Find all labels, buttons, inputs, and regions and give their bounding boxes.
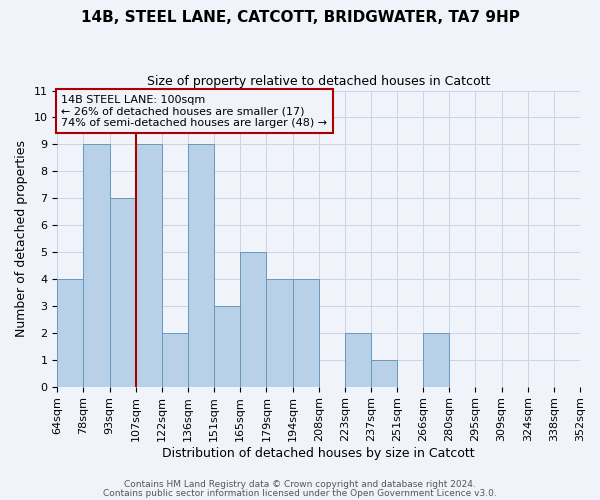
Bar — [188, 144, 214, 386]
Bar — [423, 333, 449, 386]
X-axis label: Distribution of detached houses by size in Catcott: Distribution of detached houses by size … — [163, 447, 475, 460]
Text: 14B, STEEL LANE, CATCOTT, BRIDGWATER, TA7 9HP: 14B, STEEL LANE, CATCOTT, BRIDGWATER, TA… — [80, 10, 520, 25]
Bar — [240, 252, 266, 386]
Bar — [214, 306, 240, 386]
Text: Contains HM Land Registry data © Crown copyright and database right 2024.: Contains HM Land Registry data © Crown c… — [124, 480, 476, 489]
Y-axis label: Number of detached properties: Number of detached properties — [15, 140, 28, 337]
Bar — [162, 333, 188, 386]
Bar — [57, 279, 83, 386]
Bar — [345, 333, 371, 386]
Bar — [371, 360, 397, 386]
Bar — [266, 279, 293, 386]
Bar — [83, 144, 110, 386]
Title: Size of property relative to detached houses in Catcott: Size of property relative to detached ho… — [147, 75, 490, 88]
Bar — [110, 198, 136, 386]
Text: 14B STEEL LANE: 100sqm
← 26% of detached houses are smaller (17)
74% of semi-det: 14B STEEL LANE: 100sqm ← 26% of detached… — [61, 94, 328, 128]
Bar — [136, 144, 162, 386]
Bar — [293, 279, 319, 386]
Text: Contains public sector information licensed under the Open Government Licence v3: Contains public sector information licen… — [103, 488, 497, 498]
